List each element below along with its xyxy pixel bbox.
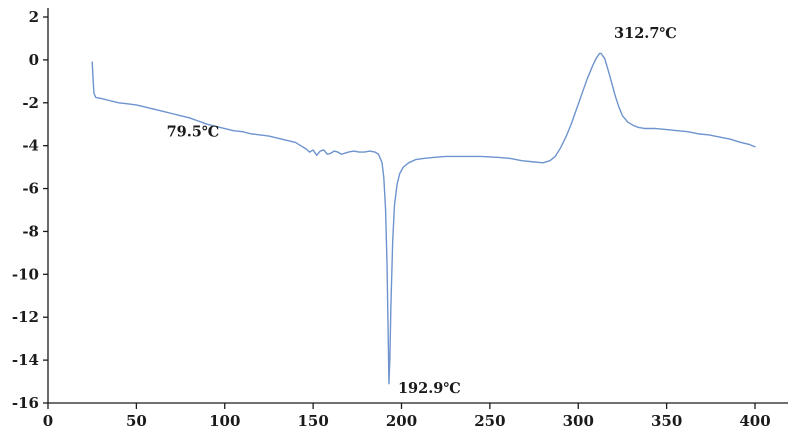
y-tick-label: -14 (12, 351, 39, 369)
peak-temperature-label: 192.9℃ (398, 380, 461, 397)
x-tick-label: 400 (739, 412, 770, 430)
y-tick-label: 2 (29, 8, 39, 26)
x-tick-label: 250 (474, 412, 505, 430)
x-tick-label: 50 (126, 412, 147, 430)
y-tick-label: 0 (29, 51, 39, 69)
y-tick-label: -10 (12, 265, 39, 283)
y-tick-label: -12 (12, 308, 39, 326)
y-tick-label: -16 (12, 394, 39, 412)
x-tick-label: 200 (386, 412, 417, 430)
x-tick-label: 300 (563, 412, 594, 430)
x-tick-label: 0 (43, 412, 53, 430)
y-tick-label: -6 (22, 180, 39, 198)
dsc-curve (91, 52, 756, 385)
x-tick-label: 150 (297, 412, 328, 430)
x-tick-label: 100 (209, 412, 240, 430)
y-tick-label: -8 (22, 222, 39, 240)
peak-temperature-label: 312.7℃ (614, 25, 677, 42)
y-tick-label: -4 (22, 137, 39, 155)
x-tick-label: 350 (651, 412, 682, 430)
y-tick-label: -2 (22, 94, 39, 112)
peak-temperature-label: 79.5℃ (167, 124, 220, 141)
